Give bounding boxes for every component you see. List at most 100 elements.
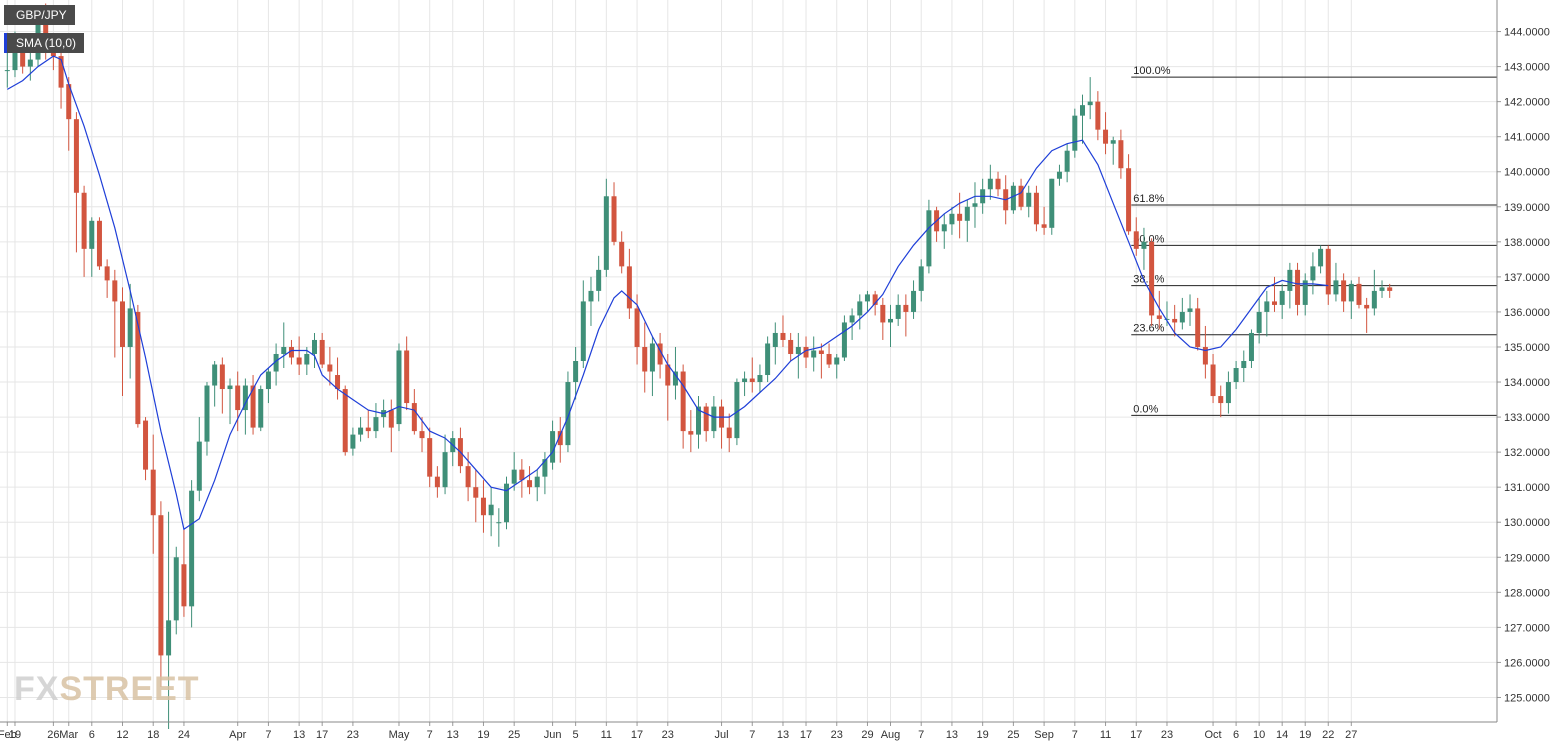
candle-down [335,375,341,390]
symbol-legend[interactable]: GBP/JPY [4,5,75,25]
y-tick-label: 139.0000 [1504,202,1550,214]
x-tick-label: Sep [1034,729,1054,741]
candle-up [442,452,448,488]
sma-legend[interactable]: SMA (10,0) [4,33,85,53]
candle-down [1156,315,1162,319]
candle-up [1087,101,1093,106]
candle-up [864,294,870,302]
candle-up [918,266,924,291]
candle-up [696,406,701,435]
candle-down [527,480,533,488]
x-tick-label: 23 [662,729,674,741]
y-tick-label: 143.0000 [1504,62,1550,74]
y-tick-label: 129.0000 [1504,552,1550,564]
candle-down [1295,269,1301,305]
x-tick-label: 6 [1233,729,1239,741]
x-tick-label: 17 [800,729,812,741]
x-tick-label: 25 [508,729,520,741]
candle-up [27,59,33,67]
candle-down [1103,129,1109,144]
candle-down [250,385,256,428]
x-tick-label: 23 [347,729,359,741]
candle-down [1172,318,1178,323]
candle-down [404,350,410,404]
candle-down [1095,101,1101,130]
candle-up [89,220,95,249]
candle-down [880,304,886,323]
candle-down [688,431,694,435]
candle-down [288,346,294,358]
candle-down [327,364,333,372]
x-tick-label: 17 [316,729,328,741]
candle-up [1064,150,1070,172]
candle-down [480,497,486,516]
candle-down [780,332,786,340]
x-tick-label: 23 [1161,729,1173,741]
x-tick-label: 18 [147,729,159,741]
candle-up [772,332,778,347]
candles [4,3,1393,730]
candle-up [588,290,594,302]
candle-down [1364,304,1370,309]
x-tick-label: 13 [777,729,789,741]
x-tick-label: 7 [749,729,755,741]
candle-up [596,269,602,291]
candle-down [749,378,755,383]
y-tick-label: 141.0000 [1504,132,1550,144]
candle-down [1149,241,1155,316]
candle-down [611,196,617,242]
candle-down [81,192,87,249]
candle-up [580,301,586,361]
y-tick-label: 144.0000 [1504,27,1550,39]
sma-label: SMA (10,0) [16,36,77,50]
candle-down [1195,308,1201,347]
candle-up [1072,115,1078,151]
candle-down [96,220,102,267]
x-tick-label: Mar [59,729,78,741]
candle-up [1279,290,1285,305]
candle-up [964,206,970,221]
x-tick-label: 13 [946,729,958,741]
fib-label: 0.0% [1133,403,1158,415]
candle-up [573,361,579,383]
candle-up [504,483,509,523]
candle-down [58,56,64,88]
x-tick-label: Apr [229,729,246,741]
candle-up [895,304,901,319]
candle-down [427,438,433,477]
candle-down [872,294,878,305]
candle-up [1348,283,1354,302]
candle-up [1164,318,1170,320]
y-tick-label: 132.0000 [1504,447,1550,459]
candle-up [1010,185,1016,211]
y-tick-label: 126.0000 [1504,657,1550,669]
candle-down [1387,287,1393,291]
candle-down [1118,140,1124,169]
candle-up [603,196,609,270]
candle-up [1241,361,1247,369]
y-tick-label: 142.0000 [1504,97,1550,109]
candle-up [1080,105,1085,116]
candle-down [726,427,732,439]
candle-down [703,406,709,432]
x-tick-label: 24 [178,729,190,741]
candle-up [972,203,978,207]
candle-up [911,290,917,312]
candle-up [1333,280,1339,295]
candle-down [634,308,640,347]
grid [0,0,1497,722]
candle-up [857,301,863,316]
candle-up [926,210,932,267]
x-tick-label: 13 [293,729,305,741]
y-tick-label: 135.0000 [1504,342,1550,354]
candle-down [20,49,26,67]
candle-down [319,339,325,365]
candle-up [949,213,955,225]
candle-down [1356,283,1362,305]
candle-down [365,427,371,432]
logo-street: STREET [59,670,200,708]
candle-up [795,346,801,354]
y-tick-label: 138.0000 [1504,237,1550,249]
axes: 125.0000 126.0000 127.0000 128.0000 129.0000… [0,0,1550,741]
candle-down [434,476,440,488]
